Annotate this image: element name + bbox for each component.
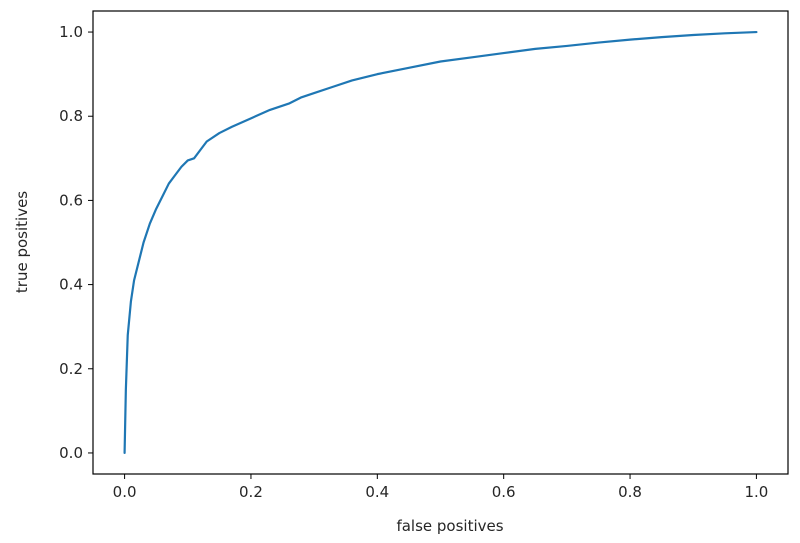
x-tick-label: 0.0 [113,483,137,501]
y-tick-label: 0.2 [59,360,83,378]
x-tick-label: 0.8 [618,483,642,501]
roc-curve-line [123,30,758,455]
y-tick-label: 0.8 [59,107,83,125]
x-tick-label: 1.0 [744,483,768,501]
x-axis: 0.0 0.2 0.4 0.6 0.8 1.0 [113,474,768,501]
y-axis: 0.0 0.2 0.4 0.6 0.8 1.0 [59,23,93,462]
y-tick-label: 0.0 [59,444,83,462]
y-tick-label: 0.6 [59,191,83,209]
y-tick-label: 1.0 [59,23,83,41]
x-tick-label: 0.6 [492,483,516,501]
x-tick-label: 0.2 [239,483,263,501]
x-axis-label: false positives [396,517,503,535]
y-tick-label: 0.4 [59,276,83,294]
x-tick-label: 0.4 [365,483,389,501]
plot-frame [92,10,789,475]
y-axis-label: true positives [13,191,31,293]
